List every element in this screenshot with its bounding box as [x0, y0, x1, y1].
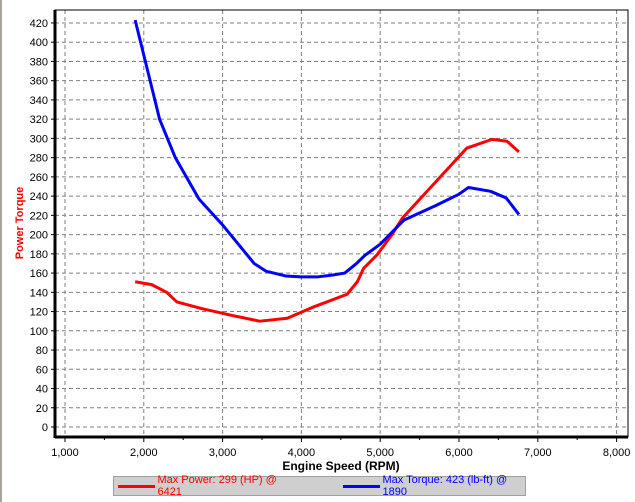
- y-tick-label: 60: [36, 364, 48, 376]
- y-tick-label: 80: [36, 345, 48, 357]
- legend-swatch-torque: [343, 484, 381, 488]
- y-tick-label: 240: [30, 191, 48, 203]
- y-tick-label: 180: [30, 249, 48, 261]
- y-axis-label: Power Torque: [14, 187, 26, 260]
- y-tick-label: 380: [30, 56, 48, 68]
- x-tick-label: 8,000: [603, 447, 631, 459]
- plot-frame: [54, 9, 629, 438]
- torque-line: [133, 19, 521, 279]
- y-tick-label: 420: [30, 18, 48, 30]
- legend-label-torque: Max Torque: 423 (lb-ft) @ 1890: [382, 474, 508, 498]
- y-tick-label: 340: [30, 95, 48, 107]
- y-tick-label: 200: [30, 230, 48, 242]
- y-tick-label: 400: [30, 37, 48, 49]
- x-tick-label: 6,000: [445, 447, 473, 459]
- y-tick-label: 20: [36, 403, 48, 415]
- power-line: [134, 137, 520, 323]
- x-tick-label: 1,000: [51, 447, 79, 459]
- y-tick-label: 0: [42, 422, 48, 434]
- y-tick-label: 140: [30, 287, 48, 299]
- legend-swatch-power: [118, 484, 156, 488]
- x-tick-label: 7,000: [524, 447, 552, 459]
- legend: Max Power: 299 (HP) @ 6421 Max Torque: 4…: [113, 474, 526, 498]
- x-tick-label: 4,000: [288, 447, 316, 459]
- y-tick-label: 220: [30, 210, 48, 222]
- y-tick-label: 120: [30, 307, 48, 319]
- legend-item-power: Max Power: 299 (HP) @ 6421: [118, 474, 295, 498]
- y-tick-label: 260: [30, 172, 48, 184]
- y-tick-label: 360: [30, 76, 48, 88]
- x-tick-label: 5,000: [366, 447, 394, 459]
- legend-label-power: Max Power: 299 (HP) @ 6421: [157, 474, 277, 498]
- chart-svg: 1,000 2,000 3,000 4,000 5,000 6,000 7,000 8,000…: [14, 9, 631, 473]
- y-tick-label: 40: [36, 384, 48, 396]
- x-axis-label: Engine Speed (RPM): [282, 459, 399, 473]
- y-tick-label: 100: [30, 326, 48, 338]
- legend-item-torque: Max Torque: 423 (lb-ft) @ 1890: [343, 474, 525, 498]
- y-tick-label: 280: [30, 153, 48, 165]
- x-tick-label: 3,000: [209, 447, 237, 459]
- y-tick-label: 160: [30, 268, 48, 280]
- y-tick-label: 300: [30, 133, 48, 145]
- x-tick-label: 2,000: [130, 447, 158, 459]
- y-tick-label: 320: [30, 114, 48, 126]
